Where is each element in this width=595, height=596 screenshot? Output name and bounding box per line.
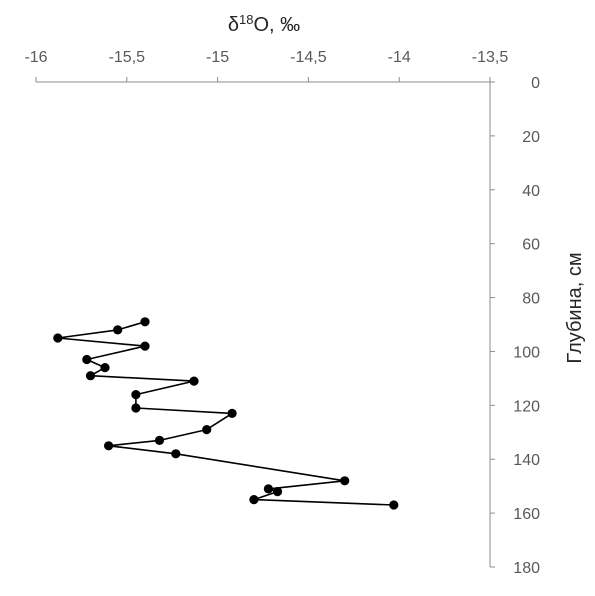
series-layer xyxy=(53,317,399,510)
data-point xyxy=(100,363,110,373)
data-point xyxy=(227,408,237,418)
data-point xyxy=(272,487,283,497)
x-tick-label: -15 xyxy=(206,49,229,66)
data-point xyxy=(140,317,150,327)
axes: -16 -15,5 -15 -14,5 -14 -13,5 0 20 40 60 80 100 120 1… xyxy=(24,49,540,577)
data-point xyxy=(263,484,273,494)
data-point xyxy=(85,371,96,381)
y-tick-label: 60 xyxy=(522,237,540,254)
x-axis-title: δ18O, ‰ xyxy=(228,12,300,37)
x-tick-label: -16 xyxy=(24,49,47,66)
x-tick-label: -13,5 xyxy=(472,49,509,66)
data-point xyxy=(189,376,199,386)
x-tick-label: -14,5 xyxy=(290,49,327,66)
data-point xyxy=(154,435,165,445)
data-point xyxy=(249,495,259,505)
y-tick-label: 140 xyxy=(513,452,540,469)
data-point xyxy=(104,441,114,451)
data-point xyxy=(389,500,399,510)
y-axis-title: Глубина, см xyxy=(564,252,586,363)
data-point xyxy=(171,449,181,459)
y-tick-label: 40 xyxy=(522,183,540,200)
y-tick-label: 180 xyxy=(513,560,540,577)
data-point xyxy=(53,333,63,343)
series-line xyxy=(56,321,394,506)
x-axis-title-sup: 18 xyxy=(239,12,253,27)
y-tick-label: 160 xyxy=(513,506,540,523)
data-point xyxy=(131,403,141,413)
x-tick-label: -14 xyxy=(388,49,411,66)
x-axis-title-tail: O, ‰ xyxy=(253,14,300,36)
y-tick-label: 0 xyxy=(531,75,540,92)
y-tick-label: 120 xyxy=(513,398,540,415)
x-tick-label: -15,5 xyxy=(109,49,146,66)
data-point xyxy=(202,425,212,435)
data-point xyxy=(340,476,350,486)
x-axis-title-main: δ xyxy=(228,14,239,36)
y-tick-label: 80 xyxy=(522,291,540,308)
data-point xyxy=(131,390,141,400)
data-point xyxy=(113,325,123,335)
y-tick-label: 100 xyxy=(513,344,540,361)
data-point xyxy=(140,341,150,351)
y-tick-label: 20 xyxy=(522,129,540,146)
data-point xyxy=(82,354,92,365)
